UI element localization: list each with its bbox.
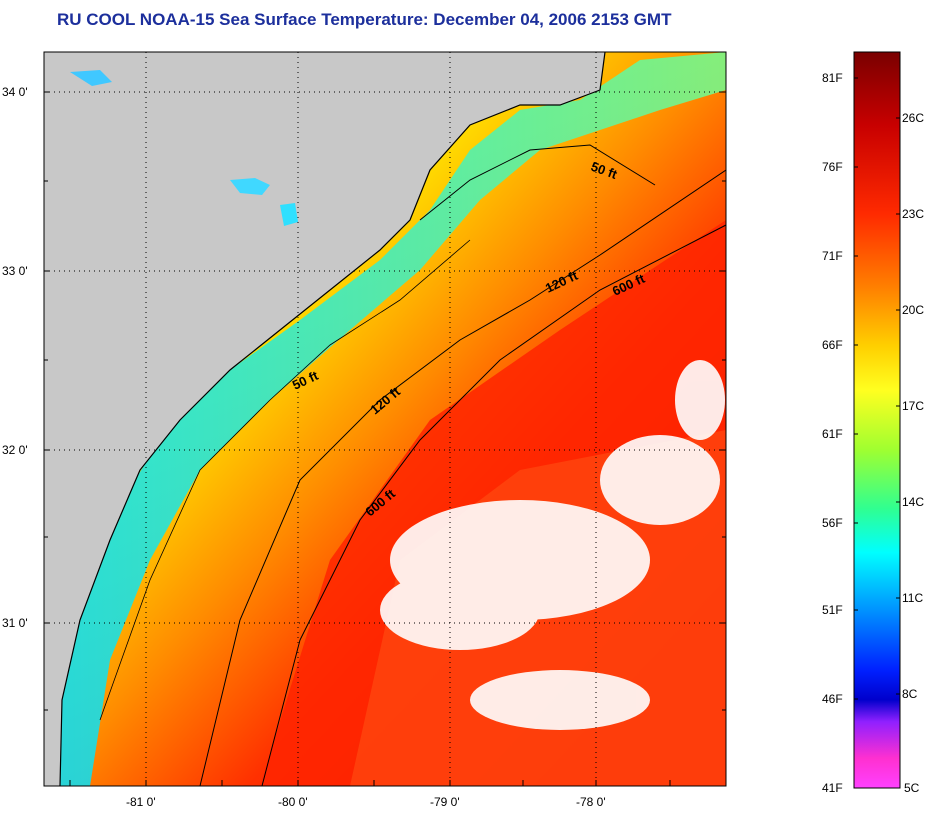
graticule	[44, 52, 726, 786]
longitude-label: -80 0'	[278, 795, 308, 809]
map-frame	[43, 51, 727, 787]
coastline	[59, 52, 606, 786]
longitude-label: -81 0'	[126, 795, 156, 809]
longitude-label: -78 0'	[576, 795, 606, 809]
contour-120ft	[199, 169, 726, 786]
land-area	[44, 52, 605, 786]
map-title: RU COOL NOAA-15 Sea Surface Temperature:…	[57, 10, 672, 29]
latitude-label: 31 0'	[2, 616, 28, 630]
contour-50ft-south	[99, 239, 471, 721]
latitude-label: 34 0'	[2, 85, 28, 99]
cloud-mask	[380, 360, 725, 730]
contour-50ft-north	[419, 144, 656, 221]
contour-600ft	[261, 224, 726, 786]
longitude-label: -79 0'	[430, 795, 460, 809]
latitude-label: 32 0'	[2, 443, 28, 457]
latitude-label: 33 0'	[2, 264, 28, 278]
